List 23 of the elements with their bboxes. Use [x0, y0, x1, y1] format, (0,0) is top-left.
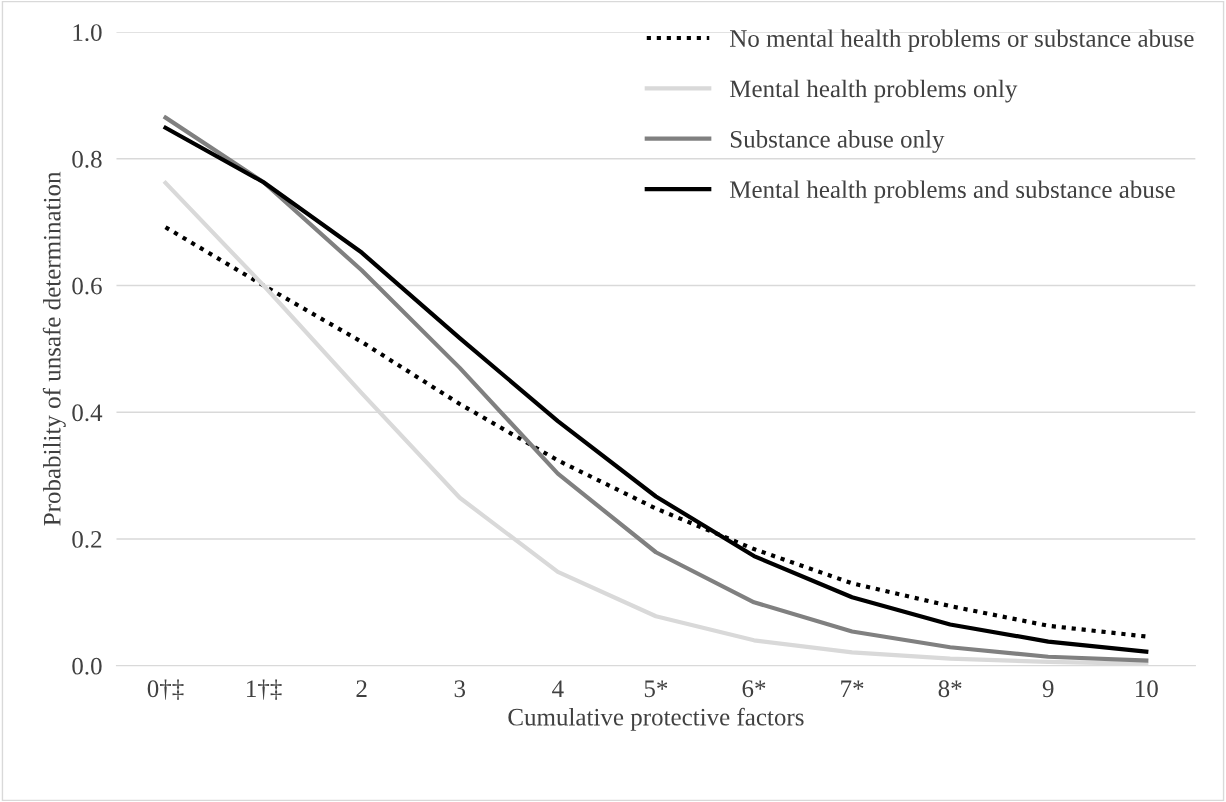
x-tick-label: 0†‡ — [147, 679, 184, 700]
y-tick-label: 1.0 — [73, 24, 102, 42]
x-tick-label: 7* — [841, 680, 864, 697]
legend-label: Substance abuse only — [730, 130, 945, 153]
y-tick-label: 0.4 — [72, 404, 103, 422]
y-axis-title: Probability of unsafe determination — [42, 171, 66, 526]
legend-label: Mental health problems only — [729, 79, 1018, 103]
legend-label: Mental health problems and substance abuse — [729, 180, 1175, 204]
x-tick-label: 3 — [454, 680, 466, 698]
y-tick-label: 0.0 — [72, 657, 102, 675]
y-tick-label: 0.8 — [72, 150, 102, 168]
x-tick-label: 8* — [938, 680, 962, 698]
x-tick-label: 4 — [552, 680, 564, 697]
y-tick-label: 0.2 — [72, 530, 102, 548]
x-axis-title: Cumulative protective factors — [508, 707, 804, 731]
x-tick-label: 6* — [742, 680, 766, 698]
x-tick-label: 1†‡ — [247, 679, 282, 700]
legend-label: No mental health problems or substance abuse — [729, 29, 1194, 53]
y-tick-label: 0.6 — [72, 277, 102, 295]
x-tick-label: 5* — [644, 680, 668, 698]
x-tick-label: 2 — [356, 680, 367, 697]
x-tick-label: 10 — [1136, 680, 1158, 698]
x-tick-label: 9 — [1042, 680, 1054, 698]
